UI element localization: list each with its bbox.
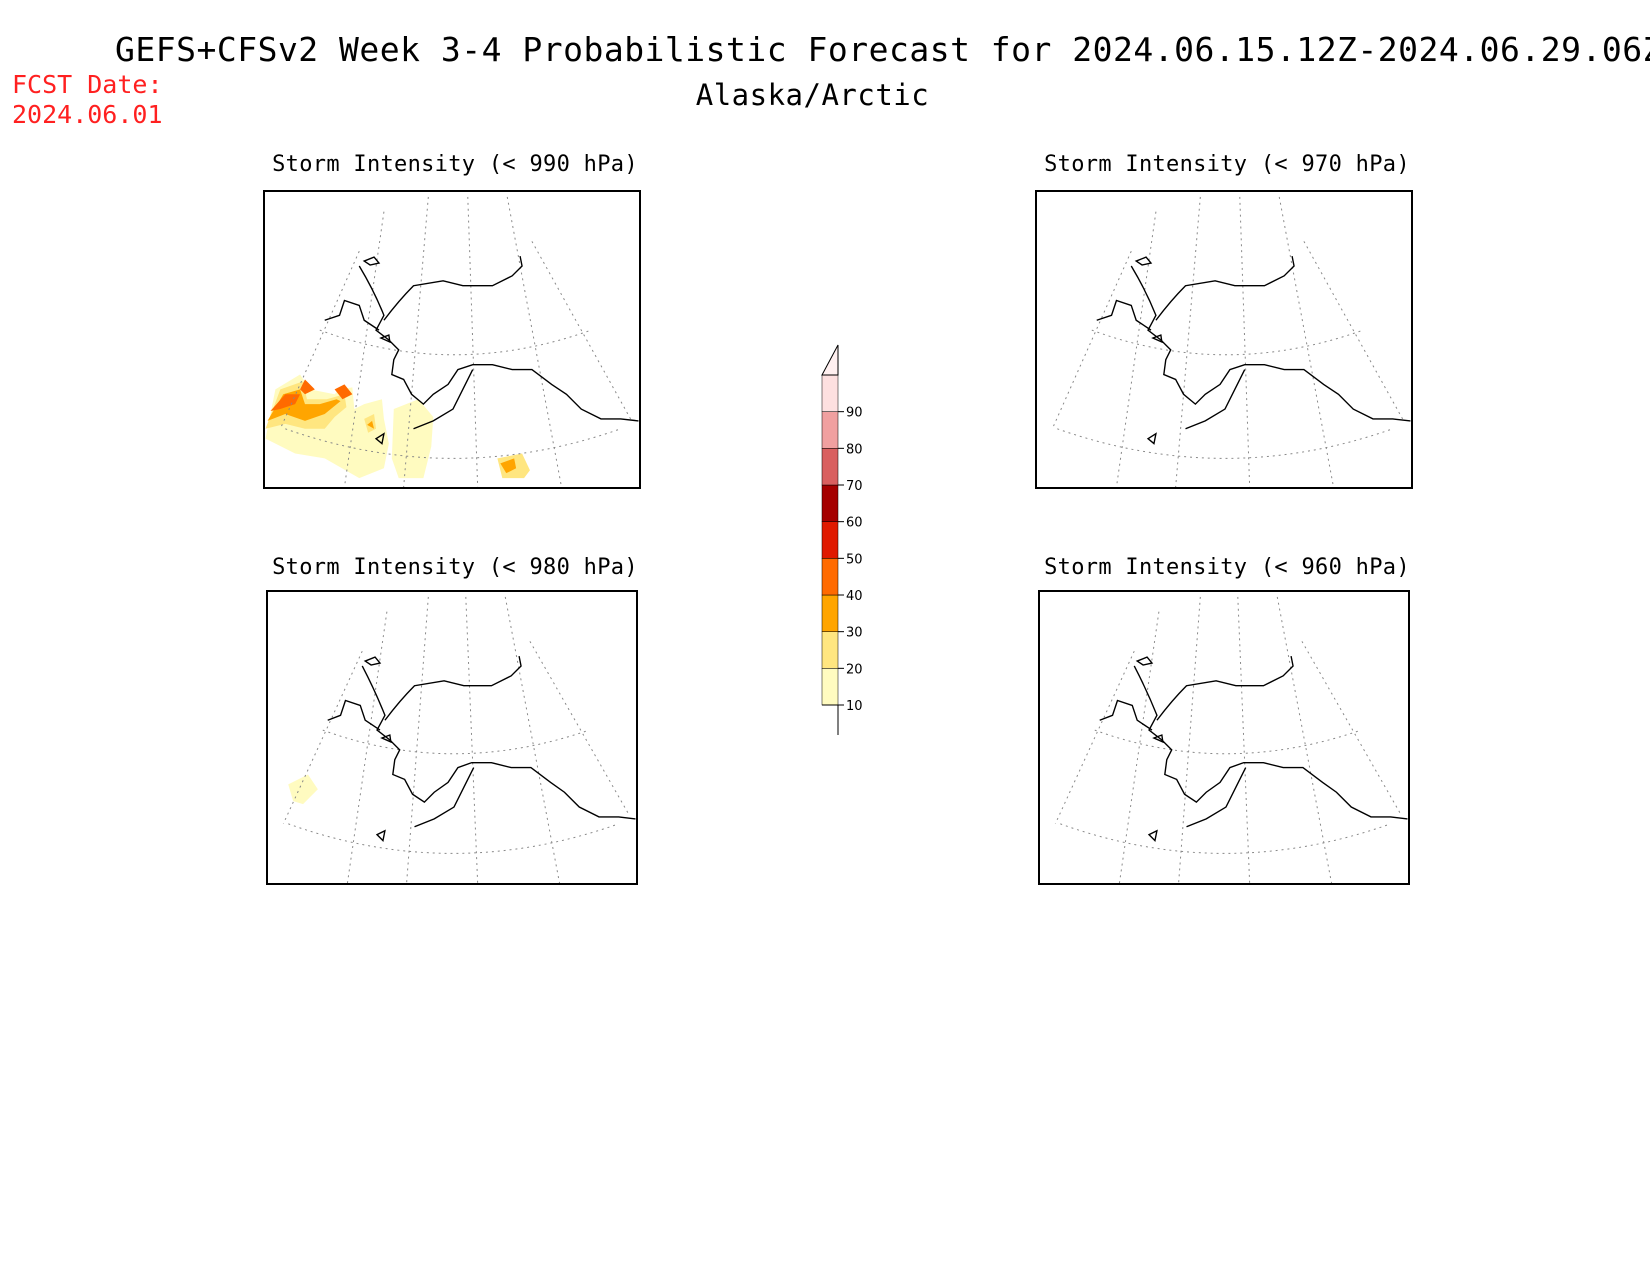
panel-title-970: Storm Intensity (< 970 hPa) — [1044, 152, 1410, 177]
panel-title-980: Storm Intensity (< 980 hPa) — [272, 555, 638, 580]
colorbar-box — [821, 374, 839, 412]
plot-title: GEFS+CFSv2 Week 3-4 Probabilistic Foreca… — [115, 30, 1650, 69]
colorbar-svg: 10 20 30 40 50 60 70 80 90 — [821, 344, 863, 735]
panel-title-990: Storm Intensity (< 990 hPa) — [272, 152, 638, 177]
colorbar-box — [821, 448, 839, 486]
colorbar-box — [821, 521, 839, 559]
graticule-970 — [1051, 196, 1404, 487]
colorbar-level-label: 10 — [846, 699, 863, 714]
colorbar-level-label: 60 — [846, 516, 863, 531]
colorbar-bottom-triangle — [822, 704, 839, 735]
graticule-960 — [1054, 596, 1402, 883]
colorbar-labels: 10 20 30 40 50 60 70 80 90 — [838, 406, 863, 714]
map-panel-980 — [266, 590, 638, 885]
map-panel-960 — [1038, 590, 1410, 885]
graticule-980 — [282, 596, 630, 883]
colorbar-level-label: 40 — [846, 589, 863, 604]
fcst-date-label: FCST Date: — [12, 70, 163, 99]
map-970-svg — [1051, 196, 1411, 487]
colorbar-box — [821, 484, 839, 522]
colorbar-boxes — [821, 374, 839, 706]
graticule-990 — [279, 196, 632, 487]
colorbar-level-label: 50 — [846, 552, 863, 567]
colorbar-level-label: 30 — [846, 626, 863, 641]
coastline-970 — [1096, 255, 1411, 445]
colorbar-top-triangle — [821, 344, 839, 376]
colorbar-level-label: 90 — [846, 406, 863, 421]
colorbar-box — [821, 668, 839, 706]
map-980-svg — [282, 596, 636, 883]
colorbar: 10 20 30 40 50 60 70 80 90 — [820, 335, 900, 735]
coastline-960 — [1099, 655, 1408, 842]
colorbar-box — [821, 594, 839, 632]
fcst-date-block: FCST Date: 2024.06.01 — [12, 70, 163, 130]
colorbar-box — [821, 558, 839, 596]
fcst-date-value: 2024.06.01 — [12, 100, 163, 129]
map-990-svg — [265, 196, 639, 487]
colorbar-box — [821, 411, 839, 449]
coastline-990 — [324, 255, 639, 445]
shading-980 — [288, 774, 318, 805]
colorbar-level-label: 80 — [846, 442, 863, 457]
map-panel-990 — [263, 190, 641, 489]
shading-990 — [265, 374, 530, 479]
coastline-980 — [327, 655, 636, 842]
colorbar-box — [821, 631, 839, 669]
panel-title-960: Storm Intensity (< 960 hPa) — [1044, 555, 1410, 580]
colorbar-level-label: 70 — [846, 479, 863, 494]
plot-subtitle: Alaska/Arctic — [695, 78, 930, 112]
colorbar-level-label: 20 — [846, 662, 863, 677]
map-960-svg — [1054, 596, 1408, 883]
map-panel-970 — [1035, 190, 1413, 489]
